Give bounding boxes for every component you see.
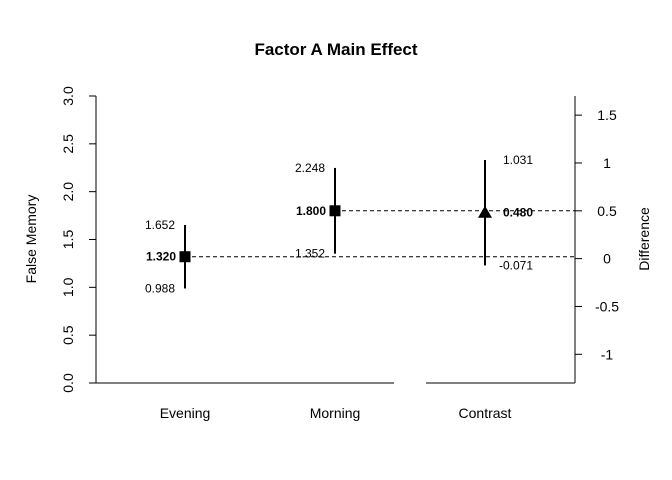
chart-title: Factor A Main Effect <box>254 40 417 59</box>
x-tick-label: Evening <box>160 405 211 421</box>
y-tick-label: 0.5 <box>60 325 76 345</box>
y-tick-label: 3.0 <box>60 86 76 106</box>
estimate-label: 1.320 <box>146 250 176 264</box>
lower-label: 0.988 <box>145 281 175 295</box>
reference-lines <box>185 210 575 258</box>
y2-tick-label: -0.5 <box>595 298 619 314</box>
y2-ticks: -1 -0.5 0 0.5 1 1.5 <box>575 107 619 362</box>
y-tick-label: 0.0 <box>60 373 76 393</box>
y-tick-label: 2.0 <box>60 182 76 202</box>
contrast-upper-label: 1.031 <box>503 153 533 167</box>
contrast-lower-label: -0.071 <box>499 258 533 272</box>
estimate-label: 1.800 <box>296 204 326 218</box>
lower-label: 1.352 <box>295 247 325 261</box>
contrast-marker <box>478 205 492 218</box>
x-tick-label: Morning <box>310 405 361 421</box>
x-labels: Evening Morning Contrast <box>160 405 512 421</box>
x-tick-label: Contrast <box>459 405 512 421</box>
y-tick-label: 1.5 <box>60 230 76 250</box>
y2-tick-label: 0.5 <box>597 203 617 219</box>
y2-tick-label: 1.5 <box>597 107 617 123</box>
marks: 1.652 1.320 0.988 2.248 1.800 1.352 1.031 0.480… <box>145 153 533 295</box>
y2-tick-label: 0 <box>603 251 611 267</box>
contrast-estimate-label: 0.480 <box>503 206 533 220</box>
y-ticks: 0.0 0.5 1.0 1.5 2.0 2.5 3.0 <box>60 86 96 393</box>
y-tick-label: 1.0 <box>60 277 76 297</box>
y2-tick-label: 1 <box>603 155 611 171</box>
upper-label: 1.652 <box>145 218 175 232</box>
point-marker <box>329 205 341 217</box>
y-axis-label: False Memory <box>23 195 39 284</box>
point-marker <box>179 251 191 263</box>
y2-tick-label: -1 <box>601 346 614 362</box>
upper-label: 2.248 <box>295 161 325 175</box>
y-tick-label: 2.5 <box>60 134 76 154</box>
y2-axis-label: Difference <box>636 207 652 271</box>
